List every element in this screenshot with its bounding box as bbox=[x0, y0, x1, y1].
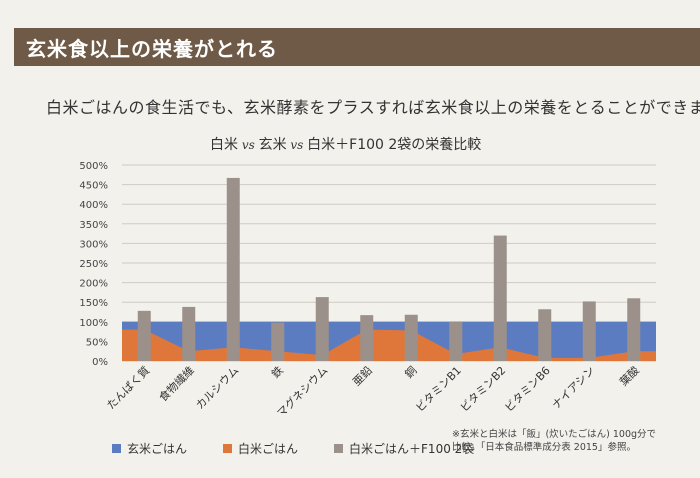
y-tick-label: 250% bbox=[79, 259, 108, 270]
x-tick-label: 亜鉛 bbox=[349, 363, 374, 388]
bar-f100 bbox=[315, 297, 329, 361]
y-tick-label: 500% bbox=[79, 161, 108, 172]
legend-item: 白米ごはん＋F100 2袋 bbox=[334, 440, 474, 457]
chart-title-part: 白米 bbox=[210, 137, 238, 153]
page-subtitle: 白米ごはんの食生活でも、玄米酵素をプラスすれば玄米食以上の栄養をとることができま… bbox=[46, 98, 700, 117]
footnote: ※玄米と白米は「飯」(炊いたごはん) 100g分で 比較。「日本食品標準成分表 … bbox=[452, 428, 656, 454]
bar-f100 bbox=[449, 321, 463, 361]
y-tick-label: 450% bbox=[79, 181, 108, 192]
legend-label: 玄米ごはん bbox=[127, 442, 188, 456]
x-tick-label: 葉酸 bbox=[616, 363, 641, 388]
bar-f100 bbox=[627, 298, 641, 361]
footnote-line: 比較。「日本食品標準成分表 2015」参照。 bbox=[452, 442, 636, 453]
x-tick-label: ナイアシン bbox=[550, 364, 598, 412]
legend-swatch-genmai bbox=[112, 444, 121, 453]
y-tick-label: 400% bbox=[79, 200, 108, 211]
y-tick-label: 50% bbox=[86, 337, 108, 348]
x-tick-label: 鉄 bbox=[268, 363, 286, 381]
chart-title-part: 白米＋F100 2袋の栄養比較 bbox=[307, 137, 482, 153]
footnote-line: ※玄米と白米は「飯」(炊いたごはん) 100g分で bbox=[452, 429, 657, 440]
chart-title-vs: vs bbox=[238, 138, 259, 152]
x-tick-label: カルシウム bbox=[193, 364, 241, 412]
y-tick-label: 0% bbox=[92, 357, 108, 368]
legend-swatch-hakumai bbox=[223, 444, 233, 453]
y-tick-label: 350% bbox=[79, 220, 108, 231]
chart-title: 白米 vs 玄米 vs 白米＋F100 2袋の栄養比較 bbox=[210, 134, 481, 154]
bar-f100 bbox=[271, 322, 285, 361]
legend-label: 白米ごはん bbox=[238, 442, 299, 456]
legend-label: 白米ごはん＋F100 2袋 bbox=[349, 442, 475, 456]
y-tick-label: 300% bbox=[79, 239, 108, 250]
x-tick-label: 銅 bbox=[402, 363, 420, 381]
y-tick-label: 150% bbox=[79, 298, 108, 309]
x-tick-label: ビタミンB6 bbox=[502, 364, 553, 415]
bar-f100 bbox=[404, 314, 418, 361]
bar-f100 bbox=[360, 315, 374, 361]
bar-f100 bbox=[493, 235, 507, 361]
area-hakumai bbox=[122, 329, 656, 361]
legend-item: 玄米ごはん bbox=[112, 440, 187, 457]
bar-f100 bbox=[582, 301, 596, 361]
x-tick-label: 食物繊維 bbox=[156, 363, 197, 404]
page-title: 玄米食以上の栄養がとれる bbox=[26, 37, 278, 61]
chart-title-part: 玄米 bbox=[258, 137, 287, 153]
y-tick-label: 100% bbox=[79, 318, 108, 329]
bar-f100 bbox=[538, 309, 552, 361]
bar-f100 bbox=[137, 310, 151, 361]
x-tick-label: たんぱく質 bbox=[104, 363, 153, 412]
chart-legend: 玄米ごはん 白米ごはん 白米ごはん＋F100 2袋 bbox=[112, 440, 474, 457]
bar-f100 bbox=[226, 177, 240, 361]
chart-title-vs: vs bbox=[286, 138, 308, 152]
y-tick-label: 200% bbox=[79, 279, 108, 290]
x-tick-label: ビタミンB2 bbox=[458, 364, 509, 415]
legend-swatch-f100 bbox=[334, 444, 344, 453]
legend-item: 白米ごはん bbox=[223, 440, 298, 457]
x-tick-label: ビタミンB1 bbox=[413, 364, 464, 415]
bar-f100 bbox=[182, 306, 196, 361]
nutrition-chart: 0% 50% 100% 150% 200% 250% 300% 350% 400% 450% 500… bbox=[79, 161, 656, 420]
header-band bbox=[14, 28, 700, 66]
